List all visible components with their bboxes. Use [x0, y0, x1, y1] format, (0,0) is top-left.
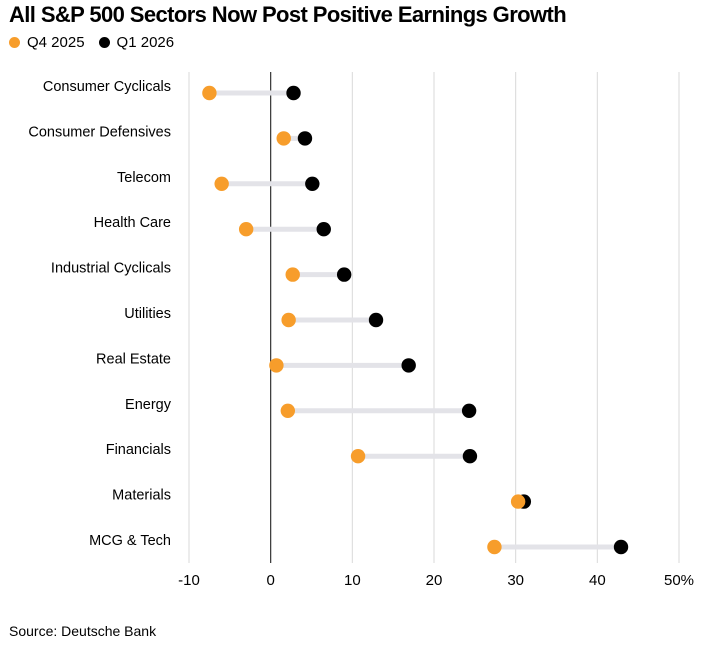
chart-title: All S&P 500 Sectors Now Post Positive Ea… — [9, 2, 567, 27]
category-label-health-care: Health Care — [94, 215, 171, 231]
legend-swatch-q1-2026 — [98, 37, 110, 48]
legend-item-q4-2025: Q4 2025 — [9, 34, 85, 51]
category-label-utilities: Utilities — [124, 306, 171, 322]
point-q1-2026-financials — [462, 449, 478, 464]
point-q1-2026-mcg-tech — [613, 539, 629, 555]
point-q4-2025-consumer-cyclicals — [202, 85, 217, 101]
point-q1-2026-utilities — [368, 312, 384, 328]
legend-item-q1-2026: Q1 2026 — [98, 34, 175, 51]
point-q4-2025-health-care — [238, 222, 254, 237]
point-q1-2026-industrial-cyclicals — [336, 267, 352, 282]
x-tick-label: 10 — [344, 572, 361, 589]
category-label-energy: Energy — [125, 397, 172, 413]
legend: Q4 2025 Q1 2026 — [9, 34, 188, 51]
category-label-consumer-cyclicals: Consumer Cyclicals — [43, 79, 171, 95]
x-tick-label: -10 — [178, 572, 200, 589]
point-q4-2025-industrial-cyclicals — [285, 267, 300, 282]
category-label-financials: Financials — [106, 442, 171, 458]
point-q4-2025-real-estate — [269, 358, 284, 373]
point-q4-2025-utilities — [281, 312, 296, 328]
x-tick-label: 50% — [664, 572, 694, 589]
category-label-real-estate: Real Estate — [96, 351, 171, 367]
category-label-consumer-defensives: Consumer Defensives — [28, 124, 171, 140]
point-q1-2026-health-care — [316, 222, 331, 237]
legend-label-q1-2026: Q1 2026 — [116, 34, 175, 51]
legend-label-q4-2025: Q4 2025 — [27, 34, 85, 51]
point-q4-2025-materials — [510, 494, 526, 509]
point-q1-2026-real-estate — [401, 358, 416, 373]
point-q4-2025-financials — [350, 449, 366, 464]
x-tick-label: 30 — [507, 572, 524, 589]
category-label-materials: Materials — [112, 488, 171, 504]
point-q4-2025-mcg-tech — [487, 539, 502, 555]
point-q4-2025-consumer-defensives — [276, 131, 291, 146]
point-q1-2026-telecom — [305, 176, 320, 191]
category-label-mcg-tech: MCG & Tech — [89, 533, 171, 549]
x-tick-label: 20 — [426, 572, 443, 589]
category-label-telecom: Telecom — [117, 170, 171, 186]
source-note: Source: Deutsche Bank — [9, 623, 157, 639]
x-tick-label: 0 — [266, 572, 274, 589]
legend-swatch-q4-2025 — [9, 37, 20, 48]
point-q1-2026-energy — [461, 403, 477, 418]
category-label-industrial-cyclicals: Industrial Cyclicals — [51, 261, 171, 277]
point-q1-2026-consumer-defensives — [297, 131, 313, 146]
point-q4-2025-energy — [280, 403, 296, 418]
point-q4-2025-telecom — [214, 176, 229, 191]
x-tick-label: 40 — [589, 572, 606, 589]
point-q1-2026-consumer-cyclicals — [286, 85, 301, 101]
